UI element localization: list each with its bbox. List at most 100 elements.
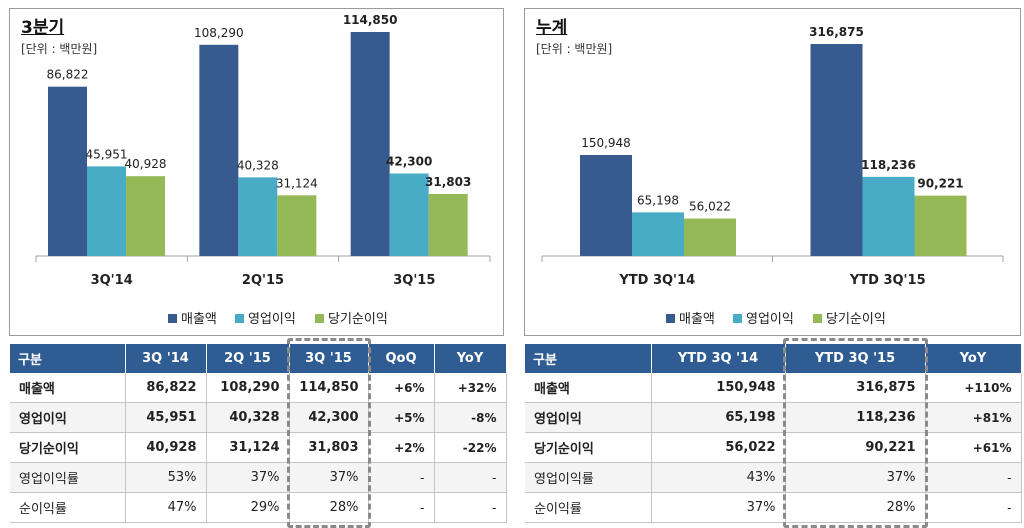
row-label: 순이익률 — [525, 492, 652, 523]
table-cell: 150,948 — [651, 373, 786, 403]
table-row: 순이익률 47% 29% 28% - - — [10, 492, 507, 523]
table-cell: 40,328 — [206, 402, 290, 433]
table-row: 영업이익 65,198 118,236 +81% — [525, 402, 1022, 433]
data-label: 40,328 — [237, 158, 279, 172]
table-cell: - — [368, 492, 435, 523]
data-label: 118,236 — [861, 158, 916, 172]
legend-label: 영업이익 — [248, 312, 296, 327]
table-cell: +81% — [925, 402, 1022, 433]
data-label: 86,822 — [47, 68, 89, 82]
row-label: 영업이익 — [525, 402, 652, 433]
cumulative-table: 구분 YTD 3Q '14 YTD 3Q '15 YoY 매출액 150,948 316,… — [525, 344, 1022, 523]
unit-label: [단위 : 백만원] — [536, 42, 613, 56]
row-label: 매출액 — [525, 373, 652, 403]
table-cell: +2% — [368, 432, 435, 463]
bar — [632, 212, 684, 256]
table-cell: 47% — [125, 492, 207, 523]
bar — [87, 166, 126, 256]
data-label: 40,928 — [125, 157, 167, 171]
table-cell: - — [368, 462, 435, 493]
table-cell: 37% — [651, 492, 786, 523]
table-cell: 118,236 — [785, 402, 926, 433]
legend-label: 당기순이익 — [826, 312, 886, 327]
data-label: 150,948 — [581, 136, 631, 150]
quarterly-panel: 3분기 [단위 : 백만원] 86,822 45,951 40,928 3Q'14 10… — [9, 8, 504, 336]
table-cell: 43% — [651, 462, 786, 493]
data-label: 108,290 — [194, 26, 244, 40]
table-cell: 31,803 — [289, 432, 369, 463]
row-label: 영업이익률 — [10, 462, 126, 493]
category-label: 2Q'15 — [242, 273, 284, 288]
table-cell: 29% — [206, 492, 290, 523]
table-cell: 28% — [289, 492, 369, 523]
table-cell: 31,124 — [206, 432, 290, 463]
legend-swatch — [168, 314, 177, 323]
table-cell: +32% — [434, 373, 507, 403]
column-header: 2Q '15 — [206, 344, 290, 373]
row-label: 영업이익 — [10, 402, 126, 433]
data-label: 42,300 — [386, 154, 432, 168]
panel-title: 3분기 — [21, 18, 65, 38]
row-label: 당기순이익 — [525, 432, 652, 463]
table-cell: +6% — [368, 373, 435, 403]
bar — [428, 193, 468, 256]
table-cell: - — [925, 462, 1022, 493]
legend-swatch — [733, 314, 742, 323]
legend-label: 당기순이익 — [328, 312, 388, 327]
bar — [238, 177, 278, 256]
bar — [810, 44, 863, 256]
table-cell: 28% — [785, 492, 926, 523]
data-label: 56,022 — [689, 200, 731, 214]
bar — [862, 176, 915, 256]
category-label: 3Q'14 — [91, 273, 133, 288]
data-label: 45,951 — [86, 147, 128, 161]
data-label: 114,850 — [343, 13, 398, 27]
table-cell: -22% — [434, 432, 507, 463]
legend-label: 영업이익 — [746, 312, 794, 327]
table-cell: +110% — [925, 373, 1022, 403]
bar — [350, 32, 390, 256]
column-header: 3Q '15 — [289, 344, 369, 373]
table-cell: 56,022 — [651, 432, 786, 463]
table-cell: +5% — [368, 402, 435, 433]
legend-swatch — [813, 314, 822, 323]
row-label: 당기순이익 — [10, 432, 126, 463]
table-row: 당기순이익 56,022 90,221 +61% — [525, 432, 1022, 463]
legend-swatch — [235, 314, 244, 323]
bar — [48, 86, 87, 256]
table-row: 영업이익률 43% 37% - — [525, 462, 1022, 493]
table-cell: 37% — [289, 462, 369, 493]
table-cell: -8% — [434, 402, 507, 433]
row-label: 매출액 — [10, 373, 126, 403]
unit-label: [단위 : 백만원] — [21, 42, 98, 56]
table-cell: 40,928 — [125, 432, 207, 463]
table-row: 영업이익률 53% 37% 37% - - — [10, 462, 507, 493]
legend-label: 매출액 — [181, 312, 217, 327]
bar — [389, 173, 429, 256]
column-header: 3Q '14 — [125, 344, 207, 373]
data-label: 31,803 — [425, 175, 471, 189]
quarterly-table: 구분 3Q '14 2Q '15 3Q '15 QoQ YoY 매출액 86,822 108,… — [10, 344, 507, 523]
legend-label: 매출액 — [679, 312, 715, 327]
data-label: 316,875 — [809, 25, 864, 39]
cumulative-panel: 누계 [단위 : 백만원] 150,948 65,198 56,022 YTD 3Q'… — [524, 8, 1021, 336]
table-cell: 86,822 — [125, 373, 207, 403]
table-cell: 90,221 — [785, 432, 926, 463]
category-label: YTD 3Q'14 — [618, 273, 695, 288]
cumulative-bar-chart: 150,948 65,198 56,022 YTD 3Q'14 316,875 118,2… — [541, 25, 1004, 327]
column-header: QoQ — [368, 344, 435, 373]
column-header: YTD 3Q '15 — [785, 344, 926, 373]
category-label: 3Q'15 — [393, 273, 435, 288]
column-header: 구분 — [525, 344, 652, 373]
column-header: YoY — [925, 344, 1022, 373]
column-header: YoY — [434, 344, 507, 373]
table-cell: 45,951 — [125, 402, 207, 433]
table-cell: 114,850 — [289, 373, 369, 403]
table-row: 순이익률 37% 28% - — [525, 492, 1022, 523]
table-row: 매출액 86,822 108,290 114,850 +6% +32% — [10, 373, 507, 403]
row-label: 영업이익률 — [525, 462, 652, 493]
bar — [126, 176, 165, 256]
legend-swatch — [315, 314, 324, 323]
column-header: YTD 3Q '14 — [651, 344, 786, 373]
